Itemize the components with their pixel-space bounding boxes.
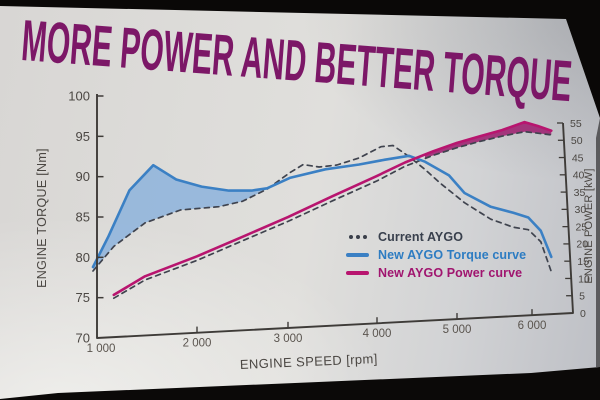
x-tick-label: 6 000: [518, 320, 547, 332]
left-tick-label: 95: [76, 129, 90, 144]
dotted-line-marker: [346, 235, 369, 239]
left-axis-label: ENGINE TORQUE [Nm]: [35, 148, 49, 288]
x-tick-label: 3 000: [274, 333, 303, 345]
curves: [91, 120, 553, 300]
current-aygo-power--line: [112, 130, 553, 300]
magenta-line-marker: [346, 271, 369, 275]
x-tick-label: 5 000: [443, 324, 472, 336]
right-tick-label: 35: [574, 187, 586, 199]
right-tick-label: 0: [580, 308, 586, 320]
x-tick-label: 2 000: [183, 338, 212, 350]
power-gain-fill: [425, 122, 552, 159]
right-axis-ticks: 0 5 10 15 20 25 30 35 40 45 50 55: [557, 118, 590, 320]
left-tick-label: 70: [76, 331, 90, 346]
legend-row-current-aygo: Current AYGO: [346, 230, 526, 244]
chart-legend: Current AYGO New AYGO Torque curve New A…: [346, 230, 526, 280]
right-tick-label: 20: [576, 239, 588, 251]
legend-label: New AYGO Power curve: [378, 266, 523, 280]
left-tick-label: 80: [76, 250, 90, 265]
right-tick-label: 45: [572, 152, 584, 164]
x-tick-label: 4 000: [363, 328, 392, 340]
torque-gain-fill: [93, 165, 268, 271]
left-tick-label: 75: [76, 290, 90, 305]
right-tick-label: 30: [575, 204, 587, 216]
right-tick-label: 40: [573, 170, 585, 182]
right-tick-label: 5: [579, 291, 585, 303]
legend-row-new-power: New AYGO Power curve: [346, 266, 526, 280]
right-tick-label: 25: [575, 221, 587, 233]
left-tick-label: 100: [68, 89, 90, 104]
right-tick-label: 10: [578, 273, 590, 285]
current-aygo-torque--line: [92, 144, 553, 273]
left-tick-label: 90: [76, 169, 90, 184]
right-tick-label: 15: [577, 256, 589, 268]
left-axis-ticks: 70 75 80 85 90 95 100: [68, 89, 104, 346]
right-tick-label: 55: [570, 118, 582, 130]
right-axis-label: ENGINE POWER [kW]: [583, 168, 595, 283]
axes-frame: [96, 94, 574, 339]
blue-line-marker: [346, 253, 369, 257]
x-axis-label: ENGINE SPEED [rpm]: [240, 351, 378, 372]
new-aygo-torque-curve-line: [91, 154, 553, 269]
legend-label: Current AYGO: [378, 230, 464, 244]
right-tick-label: 50: [571, 135, 583, 147]
x-axis-ticks: 1 000 2 000 3 000 4 000 5 000 6 000: [87, 309, 547, 355]
new-aygo-power-curve-line: [112, 120, 553, 297]
fill-areas: [93, 122, 552, 271]
legend-label: New AYGO Torque curve: [378, 248, 527, 262]
left-tick-label: 85: [76, 210, 90, 225]
x-tick-label: 1 000: [87, 343, 116, 355]
legend-row-new-torque: New AYGO Torque curve: [346, 248, 526, 262]
